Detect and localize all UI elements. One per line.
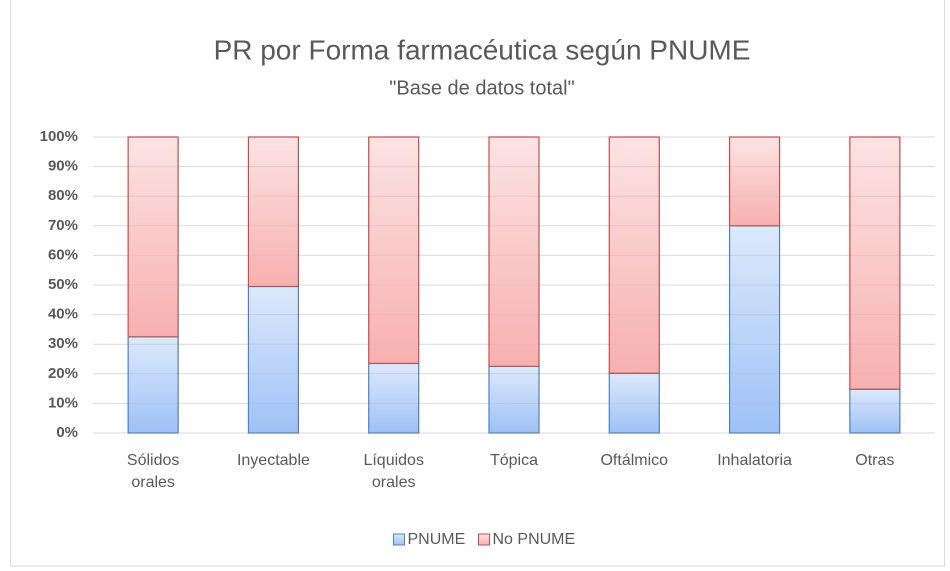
y-tick-label: 80% — [48, 187, 78, 204]
bar-segment — [247, 136, 300, 288]
bar-segment — [127, 336, 179, 434]
x-tick-label: Otras — [855, 452, 895, 469]
y-tick-label: 70% — [48, 217, 78, 234]
x-tick-label: Inyectable — [236, 452, 310, 469]
x-tick-label: Inhalatoria — [717, 452, 792, 469]
x-tick-label: Sólidos orales — [126, 452, 180, 491]
bar-segment — [488, 136, 540, 367]
chart-frame — [10, 0, 945, 567]
y-tick-label: 0% — [56, 424, 78, 441]
legend-label: No PNUME — [493, 531, 576, 548]
y-tick-label: 20% — [48, 365, 78, 382]
bar-segment — [368, 136, 420, 365]
bar-segment — [849, 388, 901, 434]
legend-swatch — [393, 533, 405, 546]
y-tick-label: 50% — [48, 276, 78, 293]
bar-segment — [849, 136, 901, 390]
legend-label: PNUME — [408, 531, 466, 548]
bar-segment — [127, 136, 179, 338]
y-tick-label: 90% — [48, 158, 78, 175]
bar-segment — [608, 136, 660, 374]
bar-segment — [728, 225, 781, 434]
chart-subtitle: "Base de datos total" — [389, 77, 574, 99]
legend-swatch — [478, 533, 490, 546]
y-tick-label: 60% — [48, 246, 78, 263]
bar-segment — [608, 372, 660, 434]
y-tick-label: 40% — [48, 306, 78, 323]
x-tick-label: Líquidos orales — [363, 452, 424, 491]
x-tick-label: Oftálmico — [600, 452, 669, 469]
y-tick-label: 100% — [40, 128, 78, 145]
bar-segment — [368, 362, 420, 434]
y-tick-label: 30% — [48, 335, 78, 352]
y-tick-label: 10% — [48, 394, 78, 411]
bar-segment — [488, 365, 540, 434]
bar-segment — [247, 285, 300, 434]
chart-title: PR por Forma farmacéutica según PNUME — [214, 34, 751, 65]
x-tick-label: Tópica — [489, 452, 539, 469]
bar-segment — [728, 136, 781, 227]
